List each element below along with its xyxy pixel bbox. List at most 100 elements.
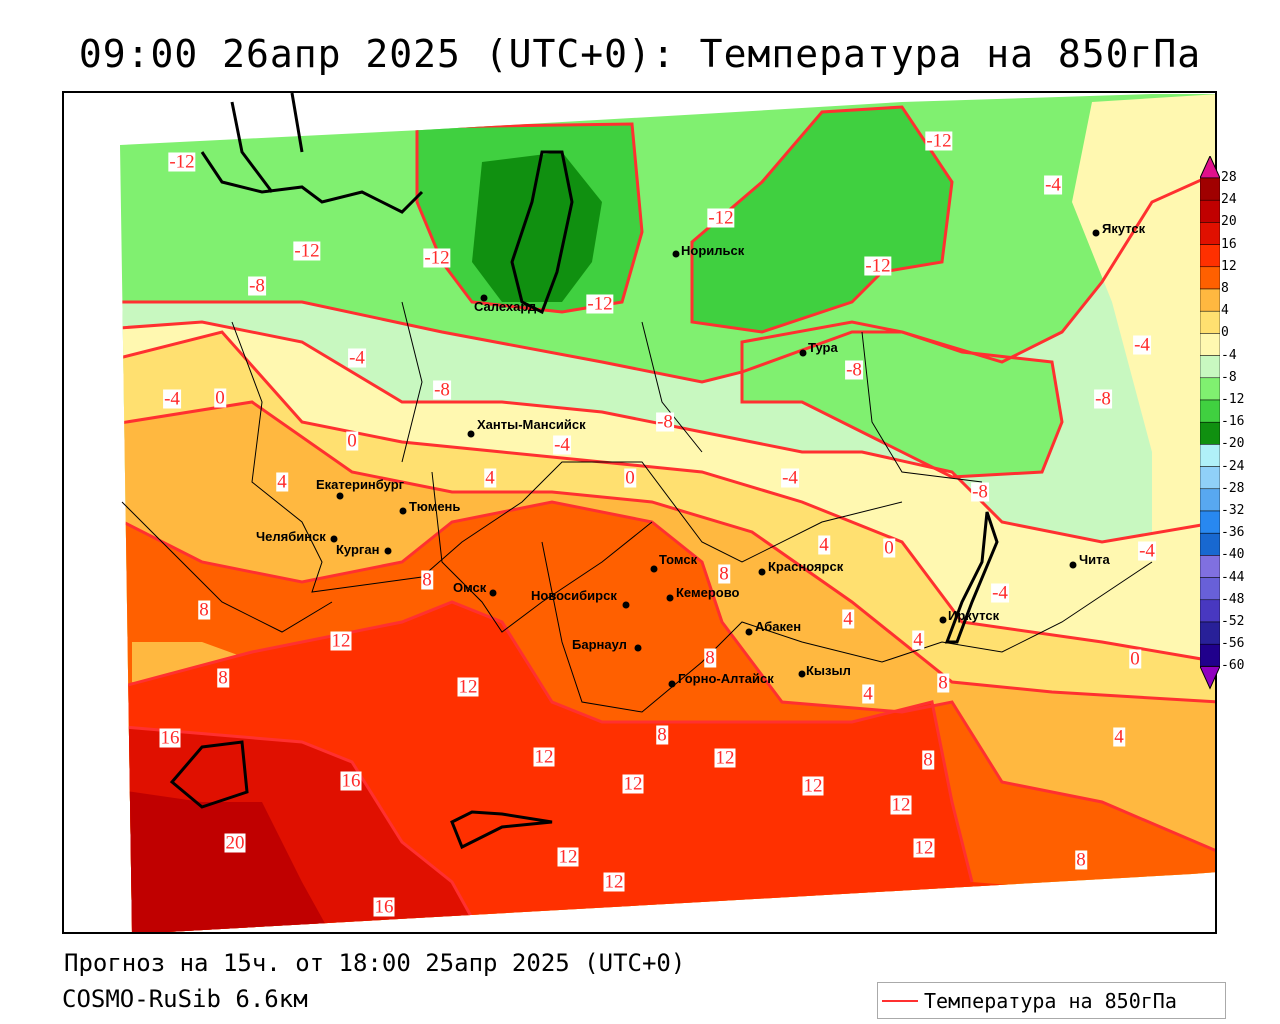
contour-label: 4 — [862, 683, 874, 705]
contour-lines — [120, 105, 1215, 932]
city-label: Якутск — [1102, 221, 1146, 236]
city-marker — [467, 430, 475, 438]
colorbar-segment — [1199, 310, 1221, 334]
city-label: Кызыл — [806, 663, 851, 678]
city-label: Екатеринбург — [316, 477, 405, 492]
contour-label: 8 — [656, 724, 668, 746]
colorbar-segment — [1199, 577, 1221, 601]
city-label: Иркутск — [948, 608, 1000, 623]
contour-label: -4 — [781, 467, 799, 489]
colorbar-tick-label: 0 — [1221, 325, 1229, 341]
contour-label: -4 — [991, 582, 1009, 604]
city-label: Норильск — [681, 243, 745, 258]
colorbar-segment — [1199, 199, 1221, 223]
city-marker — [668, 680, 676, 688]
colorbar-under-arrow — [1199, 665, 1221, 690]
city-label: Новосибирск — [531, 588, 617, 603]
city-marker — [330, 535, 338, 543]
colorbar-tick-label: -40 — [1221, 547, 1245, 563]
colorbar-tick-label: -4 — [1221, 347, 1237, 363]
colorbar-tick-label: 16 — [1221, 236, 1237, 252]
model-name: COSMO-RuSib 6.6км — [62, 985, 308, 1013]
city-label: Омск — [453, 580, 487, 595]
contour-label: 16 — [373, 896, 395, 918]
colorbar-segment — [1199, 466, 1221, 490]
contour-label: 4 — [842, 608, 854, 630]
contour-label: -12 — [707, 207, 735, 229]
city-marker — [798, 670, 806, 678]
contour-label: -4 — [163, 388, 181, 410]
city-marker — [489, 589, 497, 597]
colorbar-segment — [1199, 510, 1221, 534]
contour-label: 12 — [457, 676, 479, 698]
city-marker — [799, 349, 807, 357]
colorbar-tick-label: -56 — [1221, 636, 1245, 652]
temperature-map[interactable]: -12 -12 -12 -8 -4 -4 0 0 4 4 -8 -4 -8 0 -4 -12 -12 -12 -12… — [62, 91, 1217, 934]
contour-label: 4 — [818, 534, 830, 556]
colorbar-tick-label: 4 — [1221, 303, 1229, 319]
colorbar-tick-label: -36 — [1221, 525, 1245, 541]
contour-label: 0 — [1129, 648, 1141, 670]
temperature-field — [120, 93, 1215, 932]
map-title: 09:00 26апр 2025 (UTC+0): Температура на… — [78, 32, 1202, 76]
colorbar-tick-label: 24 — [1221, 192, 1237, 208]
contour-label: 4 — [1113, 726, 1125, 748]
contour-label: 16 — [340, 770, 362, 792]
contour-label: -12 — [293, 240, 321, 262]
contour-label: -8 — [656, 411, 674, 433]
city-marker — [399, 507, 407, 515]
colorbar-tick-label: -52 — [1221, 614, 1245, 629]
colorbar-segment — [1199, 643, 1221, 667]
region-borders — [121, 301, 1153, 713]
colorbar-segment — [1199, 621, 1221, 645]
contour-label: 8 — [198, 599, 210, 621]
colorbar-tick-label: 28 — [1221, 170, 1237, 185]
colorbar-tick-label: -28 — [1221, 480, 1245, 496]
contour-label: -12 — [586, 293, 614, 315]
colorbar-segment — [1199, 599, 1221, 623]
colorbar-tick-label: -24 — [1221, 458, 1245, 474]
colorbar — [1199, 154, 1221, 690]
contour-label: -12 — [423, 247, 451, 269]
colorbar-tick-label: -12 — [1221, 392, 1245, 407]
contour-label: 8 — [704, 647, 716, 669]
contour-label: 12 — [557, 846, 579, 868]
contour-label: 12 — [802, 775, 824, 797]
contour-label: -4 — [1133, 334, 1151, 356]
legend-line-swatch — [882, 999, 918, 1002]
city-label: Челябинск — [256, 529, 326, 544]
colorbar-tick-label: 8 — [1221, 281, 1229, 296]
city-label: Красноярск — [768, 559, 844, 574]
city-label: Томск — [659, 552, 698, 567]
city-label: Абакен — [755, 619, 802, 634]
colorbar-over-arrow — [1199, 154, 1221, 179]
city-marker — [336, 492, 344, 500]
contour-label: 12 — [913, 837, 935, 859]
colorbar-segment — [1199, 488, 1221, 512]
contour-label: -12 — [168, 151, 196, 173]
contour-label: 0 — [346, 430, 358, 452]
contour-label: 12 — [622, 773, 644, 795]
contour-label: -4 — [1044, 174, 1062, 196]
contour-label: 12 — [533, 746, 555, 768]
contour-label: 12 — [330, 630, 352, 652]
colorbar-tick-label: -32 — [1221, 503, 1245, 518]
contour-label: 8 — [922, 749, 934, 771]
contour-label: -8 — [248, 275, 266, 297]
city-label: Курган — [336, 542, 380, 557]
contour-label: 20 — [224, 832, 246, 854]
city-marker — [634, 644, 642, 652]
legend-label: Температура на 850гПа — [924, 988, 1177, 1013]
contour-label: -8 — [971, 481, 989, 503]
contour-label: 8 — [421, 569, 433, 591]
colorbar-segment — [1199, 532, 1221, 556]
city-label: Кемерово — [676, 585, 740, 600]
colorbar-segment — [1199, 222, 1221, 245]
colorbar-segment — [1199, 288, 1221, 312]
contour-label: 4 — [484, 467, 496, 489]
legend: Температура на 850гПа — [877, 982, 1226, 1019]
colorbar-segment — [1199, 377, 1221, 401]
contour-label: 8 — [718, 563, 730, 585]
contour-label: -4 — [348, 347, 366, 369]
city-marker — [480, 294, 488, 302]
